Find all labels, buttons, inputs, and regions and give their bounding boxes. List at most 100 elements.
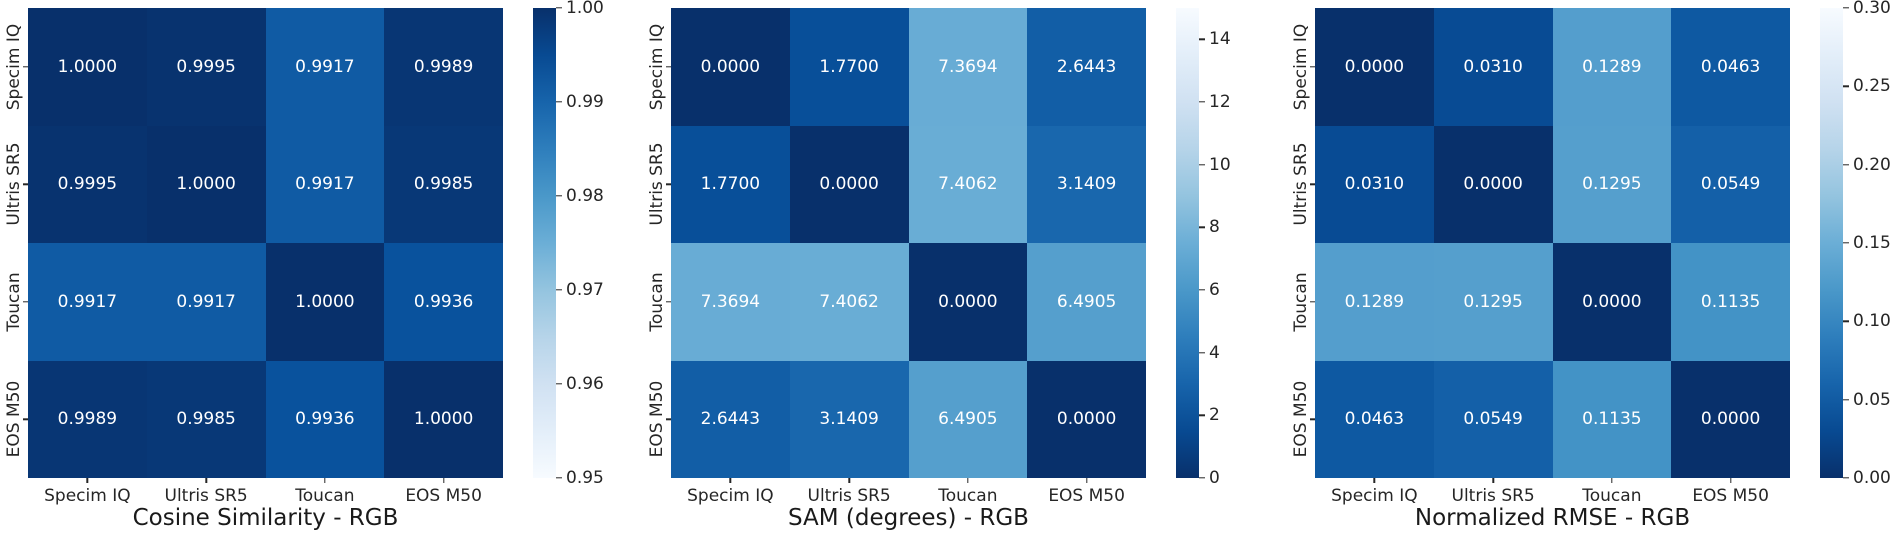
colorbar-sam-degrees [1176,8,1199,478]
heatmap-cell: 2.6443 [671,360,790,478]
chart-title: Normalized RMSE - RGB [1414,505,1691,531]
heatmap-cell: 0.9917 [265,8,385,126]
heatmap-grid-cosine-similarity: 1.0000 0.9995 0.9917 0.9989 0.9995 1.0000 0.99… [28,8,503,478]
heatmap-cell: 0.0310 [1433,8,1553,126]
colorbar-tick-label: 8 [1209,217,1220,238]
x-axis-tick-mark [442,478,445,483]
x-axis-tick-mark [967,478,969,483]
x-axis-tick-mark [1085,478,1088,483]
heatmap-cell-value: 0.0000 [1582,291,1642,312]
heatmap-cell-value: 0.9985 [413,174,474,195]
colorbar-tick-mark [1199,38,1205,41]
heatmap-cell: 0.0000 [1671,360,1790,478]
colorbar-tick-mark [1199,477,1205,479]
heatmap-cell: 7.3694 [671,243,790,361]
column-label: Ultris SR5 [807,486,891,506]
heatmap-cell-value: 0.9989 [57,409,118,430]
heatmap-cell: 7.4062 [789,243,909,361]
column-label: Ultris SR5 [1451,486,1535,506]
heatmap-cell-value: 0.9917 [295,174,355,195]
heatmap-cell: 0.9917 [265,125,385,243]
heatmap-cell-value: 0.9989 [413,56,474,77]
colorbar-tick-mark [1199,226,1205,229]
colorbar-tick-label: 0.15 [1853,233,1891,253]
chart-title: SAM (degrees) - RGB [788,505,1029,531]
heatmap-cell-value: 0.0000 [1463,174,1523,195]
y-axis-tick-mark [23,183,28,185]
colorbar-tick-label: 2 [1209,405,1220,426]
column-label: Toucan [295,486,355,506]
heatmap-cell-value: 0.1295 [1463,291,1523,312]
colorbar-tick-mark [1199,163,1205,166]
heatmap-cell-value: 1.0000 [295,291,355,312]
y-axis-tick-mark [1310,418,1315,420]
colorbar-tick-mark [1843,7,1849,9]
colorbar-tick-label: 6 [1209,280,1220,300]
heatmap-cell-value: 7.4062 [819,291,879,312]
heatmap-cell: 0.1289 [1315,243,1434,361]
colorbar-tick-label: 0.05 [1853,389,1891,410]
heatmap-cell: 1.0000 [28,8,147,126]
x-axis-tick-mark [729,478,732,483]
colorbar-tick-mark [1199,289,1205,291]
heatmap-cell-value: 7.3694 [938,56,998,77]
heatmap-cell-value: 0.0000 [700,56,761,77]
colorbar-tick-label: 14 [1209,29,1231,50]
heatmap-cell: 0.1289 [1552,8,1672,126]
heatmap-cell: 0.9985 [384,125,503,243]
colorbar-tick-label: 0.25 [1853,76,1891,97]
heatmap-cell-value: 0.9917 [176,291,236,312]
heatmap-cell-value: 0.1295 [1582,174,1642,195]
x-axis-tick-mark [848,478,850,483]
x-axis-tick-mark [205,478,207,483]
x-axis-tick-mark [86,478,89,483]
heatmap-cell-value: 0.0463 [1344,409,1405,430]
row-label: Specim IQ [647,23,667,110]
colorbar-tick-label: 0.00 [1853,468,1891,488]
heatmap-cell: 1.0000 [384,360,503,478]
colorbar-tick-mark [556,477,562,479]
heatmap-cell-value: 0.9995 [176,56,236,77]
y-axis-tick-mark [1310,183,1315,185]
y-axis-tick-mark [666,418,671,420]
colorbar-tick-mark [1199,101,1205,103]
y-axis-tick-mark [666,183,671,185]
heatmap-cell: 2.6443 [1027,8,1146,126]
column-label: Specim IQ [1331,486,1418,506]
heatmap-cell-value: 0.9985 [176,409,236,430]
heatmap-cell-value: 2.6443 [1056,56,1117,77]
heatmap-cell-value: 0.0549 [1463,409,1523,430]
heatmap-cell: 1.7700 [789,8,909,126]
heatmap-cell: 0.9989 [384,8,503,126]
heatmap-cell: 0.0549 [1671,125,1790,243]
colorbar-tick-mark [556,383,562,385]
colorbar-tick-mark [1199,351,1205,354]
y-axis-tick-mark [23,301,28,303]
y-axis-tick-mark [666,66,671,68]
row-label: EOS M50 [4,380,24,458]
heatmap-cell-value: 0.1289 [1582,56,1642,77]
heatmap-cell-value: 6.4905 [938,409,998,430]
panel-cosine-similarity: 1.0000 0.9995 0.9917 0.9989 0.9995 1.0000 0.99… [0,0,643,547]
colorbar-tick-label: 0.20 [1853,154,1891,175]
heatmap-cell: 0.9936 [384,243,503,361]
heatmap-cell: 0.9936 [265,360,385,478]
heatmap-cell: 3.1409 [789,360,909,478]
heatmap-cell: 0.9917 [28,243,147,361]
colorbar-tick-mark [1199,414,1205,417]
heatmap-cell: 1.0000 [265,243,385,361]
colorbar-tick-label: 10 [1209,154,1231,175]
heatmap-cell-value: 0.0310 [1463,56,1523,77]
colorbar-tick-mark [556,195,562,197]
heatmap-cell: 0.0463 [1315,360,1434,478]
heatmap-cell: 6.4905 [1027,243,1146,361]
colorbar-tick-mark [1843,398,1849,401]
column-label: EOS M50 [1048,486,1125,506]
heatmap-cell: 0.1295 [1552,125,1672,243]
column-label: Specim IQ [687,486,774,506]
heatmap-grid-normalized-rmse: 0.0000 0.0310 0.1289 0.0463 0.0310 0.0000 0.12… [1315,8,1790,478]
heatmap-cell: 0.9995 [28,125,147,243]
colorbar-tick-mark [556,101,562,103]
heatmap-cell-value: 0.9917 [295,56,355,77]
